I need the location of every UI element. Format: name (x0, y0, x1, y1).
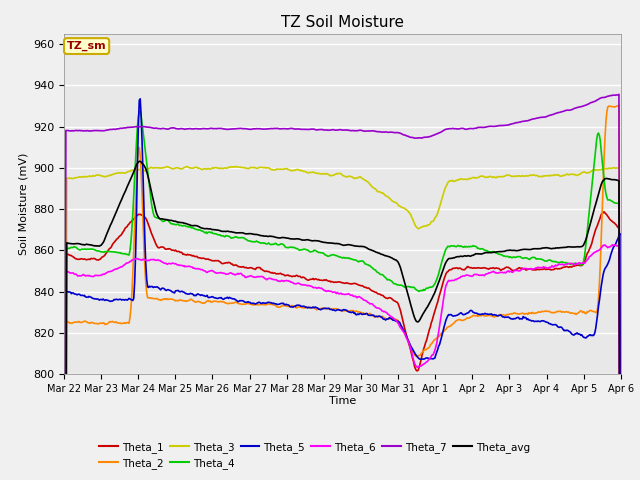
Text: TZ_sm: TZ_sm (67, 41, 106, 51)
Y-axis label: Soil Moisture (mV): Soil Moisture (mV) (19, 153, 29, 255)
X-axis label: Time: Time (329, 396, 356, 406)
Legend: Theta_1, Theta_2, Theta_3, Theta_4, Theta_5, Theta_6, Theta_7, Theta_avg: Theta_1, Theta_2, Theta_3, Theta_4, Thet… (95, 438, 534, 473)
Title: TZ Soil Moisture: TZ Soil Moisture (281, 15, 404, 30)
